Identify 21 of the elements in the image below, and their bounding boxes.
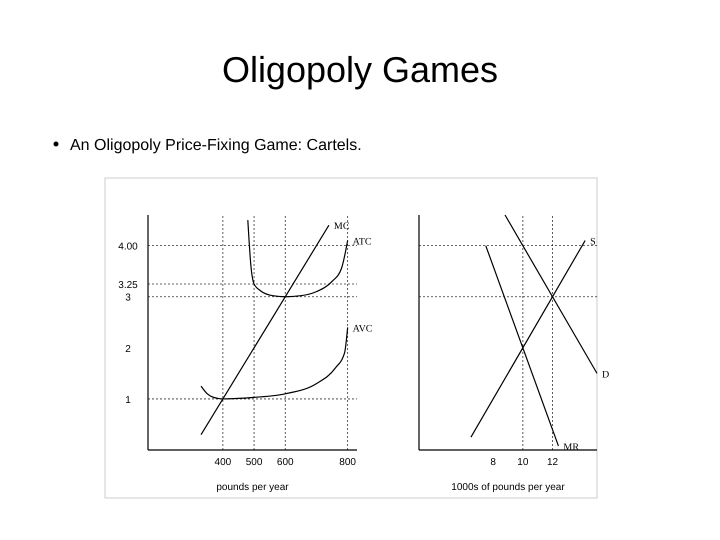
x-axis-title: 1000s of pounds per year [451,482,566,493]
x-tick-label: 400 [214,457,232,468]
series-label: D [602,369,610,380]
y-tick-label: 3 [125,292,132,304]
x-tick-label: 600 [276,457,294,468]
x-axis-title: pounds per year [216,482,290,493]
x-tick-label: 8 [490,457,496,468]
y-tick-label: 1 [125,394,132,406]
y-tick-label: 3.25 [118,280,138,291]
y-tick-label: 2 [125,344,132,355]
x-tick-label: 10 [517,457,529,468]
x-tick-label: 800 [339,457,356,468]
series-label: ATC [352,236,372,248]
x-tick-label: 500 [246,457,263,468]
chart-title: Oligopoly Games [222,49,498,90]
y-tick-label: 4.00 [118,242,138,253]
chart-subtitle: An Oligopoly Price-Fixing Game: Cartels. [70,137,362,154]
series-label: AVC [352,323,373,334]
series-label: MC [334,221,350,232]
x-tick-label: 12 [546,457,558,468]
series-label: S [590,236,596,248]
